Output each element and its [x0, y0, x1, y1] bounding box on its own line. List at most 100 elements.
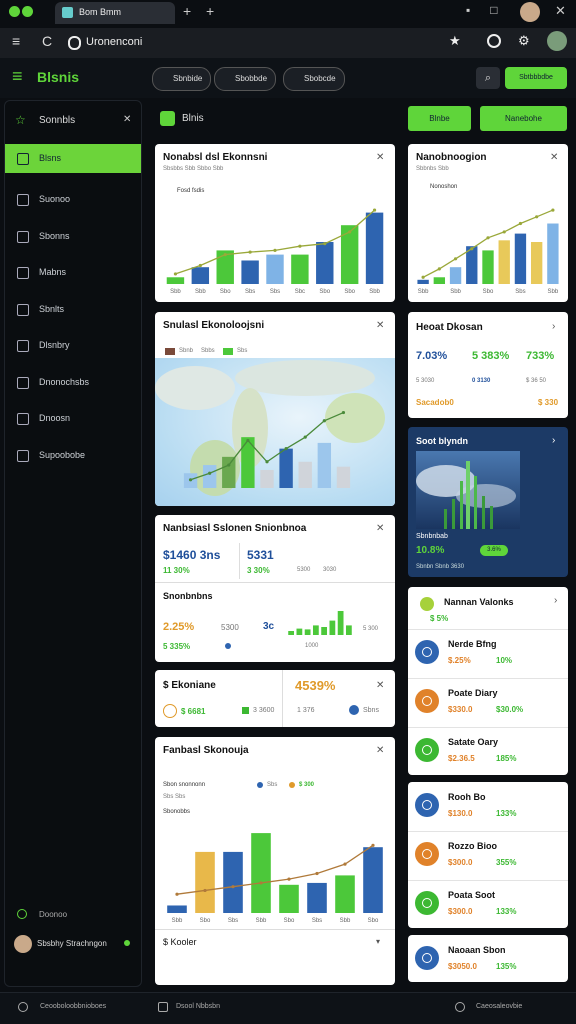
new-tab[interactable]: + — [206, 3, 215, 19]
shape — [444, 509, 447, 529]
nav-tab[interactable]: Sbobbde — [214, 67, 277, 91]
bar — [312, 625, 319, 635]
card: $ Ekoniane 4539% ✕ $ 6681 3 3600 1 376 S… — [155, 670, 395, 727]
line-point — [188, 478, 193, 482]
icon — [242, 707, 249, 714]
list-icon — [415, 891, 439, 915]
icon — [163, 704, 177, 718]
bar — [251, 833, 271, 913]
window-dot — [9, 6, 20, 17]
hamburger[interactable]: ≡ — [12, 66, 23, 86]
list-title: Nannan Valonks — [444, 597, 514, 607]
nav-tab[interactable]: Sbobcde — [283, 67, 345, 91]
action-button[interactable]: Sbtbbbdbe — [505, 67, 567, 89]
chart — [183, 410, 351, 488]
nav-item[interactable]: Suonoo — [5, 185, 141, 214]
close[interactable]: ✕ — [376, 680, 385, 691]
line-point — [518, 221, 523, 226]
star: ★ — [449, 33, 461, 48]
more[interactable]: › — [552, 321, 556, 332]
close[interactable]: ✕ — [376, 523, 385, 534]
bar — [337, 611, 344, 635]
item-name: Nerde Bfng — [448, 639, 497, 649]
subtitle: Sbs Sbs — [163, 794, 186, 800]
nav-item[interactable]: Sbonns — [5, 222, 141, 251]
nav-icon — [17, 267, 29, 279]
legend: Sbbs — [201, 348, 215, 354]
nav-item[interactable]: Dnoosn — [5, 404, 141, 433]
x-tick-label: Sbb — [369, 289, 380, 295]
new-tab[interactable]: + — [183, 3, 192, 19]
bar — [241, 260, 259, 284]
image — [416, 451, 520, 529]
line-point — [198, 263, 202, 268]
nav-icon — [17, 230, 29, 243]
sidebar-footer: Doonoo — [39, 910, 68, 919]
chart: Sbb Sbb Sbo Sbs Sbs Sbc Sbo Sbo Sbb — [166, 208, 384, 295]
close[interactable]: ✕ — [376, 152, 385, 163]
bar — [279, 884, 299, 913]
line-point — [246, 438, 250, 443]
divider — [155, 929, 395, 930]
footer-link[interactable]: Caeosaleovbie — [476, 1003, 523, 1010]
shape — [456, 484, 516, 508]
x-tick-label: Sbs — [228, 918, 238, 924]
expand[interactable]: ▾ — [376, 937, 381, 946]
bar — [195, 851, 215, 913]
x-tick-label: Sbb — [548, 289, 559, 295]
item-value: $3050.0 — [448, 962, 477, 971]
nav-item-active[interactable]: Blsns — [5, 144, 141, 173]
list-sub: $ 5% — [430, 614, 449, 623]
footer-link[interactable]: Dsool Nbbsbn — [176, 1003, 220, 1010]
nav-item[interactable]: Dlsnbry — [5, 331, 141, 360]
stat: 2.25% — [163, 621, 195, 633]
item-name: Rozzo Bioo — [448, 841, 497, 851]
x-tick-label: Sbb — [170, 289, 181, 295]
bar — [279, 448, 293, 488]
footer-link[interactable]: Ceooboloobbnioboes — [40, 1003, 107, 1010]
label: Sbnbnbab — [416, 533, 448, 540]
x-tick-label: Sbs — [245, 289, 255, 295]
reload[interactable]: C — [42, 33, 53, 49]
brand: Blsnis — [37, 69, 80, 85]
button[interactable]: Nanebohe — [480, 106, 567, 131]
search[interactable]: ⌕ — [476, 67, 500, 89]
card-title: Fanbasl Skonouja — [163, 745, 249, 756]
stat: 5331 — [247, 548, 274, 562]
nav-item[interactable]: Sbnlts — [5, 295, 141, 324]
card: Heoat Dkosan › 7.03% 5 383% 733% 5 3030 … — [408, 312, 568, 418]
close[interactable]: ✕ — [376, 745, 385, 756]
nav-item[interactable]: Mabns — [5, 258, 141, 287]
tab[interactable]: Bom Bmm — [55, 2, 175, 24]
button[interactable]: Blnbe — [408, 106, 471, 131]
line-point — [372, 208, 377, 212]
menu[interactable]: ≡ — [12, 33, 21, 49]
line-point — [323, 242, 327, 246]
line-point — [208, 471, 212, 475]
sidebar: ☆ Sonnbls ✕ Doonoo Sbsbhy Strachngon Bls… — [4, 100, 142, 987]
nav-item[interactable]: Supoobobe — [5, 441, 141, 470]
nav-label: Suonoo — [39, 194, 71, 204]
legend-swatch — [223, 348, 233, 355]
line-point — [315, 871, 319, 876]
chart — [288, 611, 352, 635]
line-point — [348, 230, 352, 234]
close[interactable]: ✕ — [376, 320, 385, 331]
close[interactable]: ✕ — [123, 114, 132, 125]
close[interactable]: ✕ — [555, 3, 566, 18]
dot — [257, 782, 263, 788]
bar — [498, 240, 510, 284]
footer-title: $ Kooler — [163, 937, 197, 947]
address[interactable]: Uronenconi — [66, 34, 436, 52]
more[interactable]: › — [552, 435, 556, 446]
list-icon — [415, 793, 439, 817]
bar — [223, 851, 243, 913]
more[interactable]: › — [554, 595, 558, 606]
item-value: $30.0% — [496, 705, 524, 714]
item-value: 133% — [496, 809, 517, 818]
nav-item[interactable]: Dnonochsbs — [5, 368, 141, 397]
avatar — [520, 2, 540, 22]
nav-tab[interactable]: Sbnbide — [152, 67, 212, 91]
close[interactable]: ✕ — [550, 152, 559, 163]
